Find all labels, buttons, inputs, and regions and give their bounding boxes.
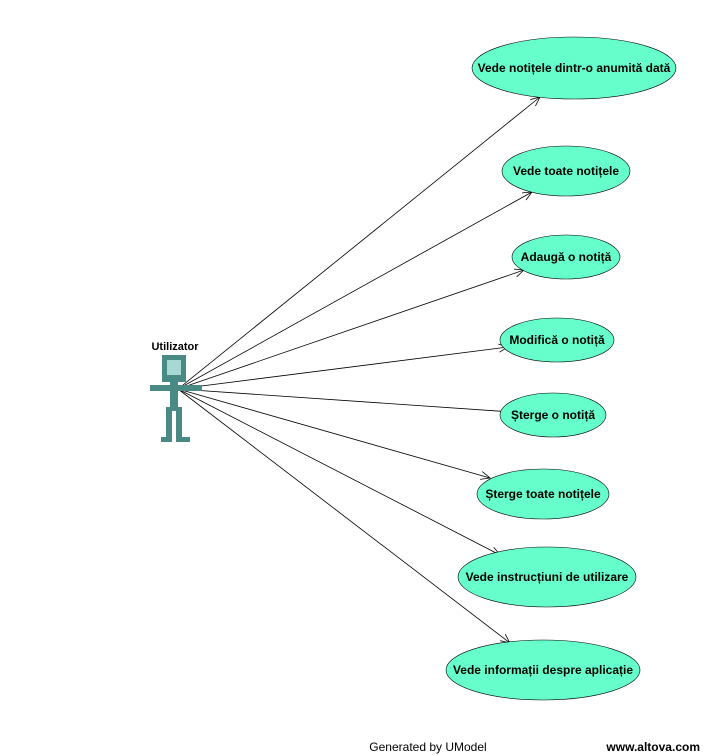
- actor-name: Utilizator: [151, 341, 199, 353]
- associations: [177, 96, 541, 644]
- association-line: [177, 388, 511, 644]
- use-case-ellipse[interactable]: [457, 546, 637, 608]
- association-line: [177, 96, 541, 390]
- actor-utilizator[interactable]: Utilizator: [150, 341, 202, 442]
- association-line: [177, 388, 501, 556]
- actor-right-foot: [176, 437, 190, 442]
- generated-by-text: Generated by UModel: [369, 740, 486, 754]
- association-line: [177, 269, 525, 390]
- use-case-ellipse[interactable]: [501, 145, 631, 197]
- association-arrowhead: [480, 471, 491, 480]
- use-case-label: Adaugă o notiță: [521, 250, 612, 264]
- actor-left-foot: [161, 437, 172, 442]
- use-case[interactable]: Șterge toate notițele: [476, 468, 610, 520]
- actor-head-inner: [167, 360, 181, 375]
- use-case-label: Vede informații despre aplicație: [453, 663, 633, 677]
- association-line: [177, 346, 509, 390]
- altova-url-link[interactable]: www.altova.com: [605, 740, 700, 754]
- use-case-ellipse[interactable]: [476, 468, 610, 520]
- use-cases: Vede notițele dintr-o anumită dată Vede t…: [445, 36, 677, 701]
- use-case[interactable]: Vede notițele dintr-o anumită dată: [471, 36, 677, 100]
- actor-right-leg: [176, 407, 182, 441]
- use-case-ellipse[interactable]: [499, 392, 607, 438]
- use-case-ellipse[interactable]: [499, 317, 615, 363]
- use-case-label: Modifică o notiță: [509, 333, 605, 347]
- use-case-ellipse[interactable]: [511, 234, 621, 280]
- use-case-label: Vede instrucțiuni de utilizare: [466, 570, 629, 584]
- association-line: [177, 191, 533, 390]
- actor-body: [170, 381, 178, 411]
- use-case-label: Șterge toate notițele: [485, 487, 601, 501]
- use-case-label: Vede toate notițele: [513, 164, 619, 178]
- actor-left-leg: [166, 407, 172, 441]
- use-case[interactable]: Vede toate notițele: [501, 145, 631, 197]
- use-case[interactable]: Șterge o notiță: [499, 392, 607, 438]
- use-case-ellipse[interactable]: [471, 36, 677, 100]
- use-case-label: Șterge o notiță: [511, 408, 595, 422]
- use-case[interactable]: Vede instrucțiuni de utilizare: [457, 546, 637, 608]
- use-case[interactable]: Modifică o notiță: [499, 317, 615, 363]
- association-line: [177, 388, 513, 413]
- use-case-ellipse[interactable]: [445, 639, 641, 701]
- use-case[interactable]: Adaugă o notiță: [511, 234, 621, 280]
- use-case-label: Vede notițele dintr-o anumită dată: [478, 61, 671, 75]
- use-case[interactable]: Vede informații despre aplicație: [445, 639, 641, 701]
- association-line: [177, 388, 491, 479]
